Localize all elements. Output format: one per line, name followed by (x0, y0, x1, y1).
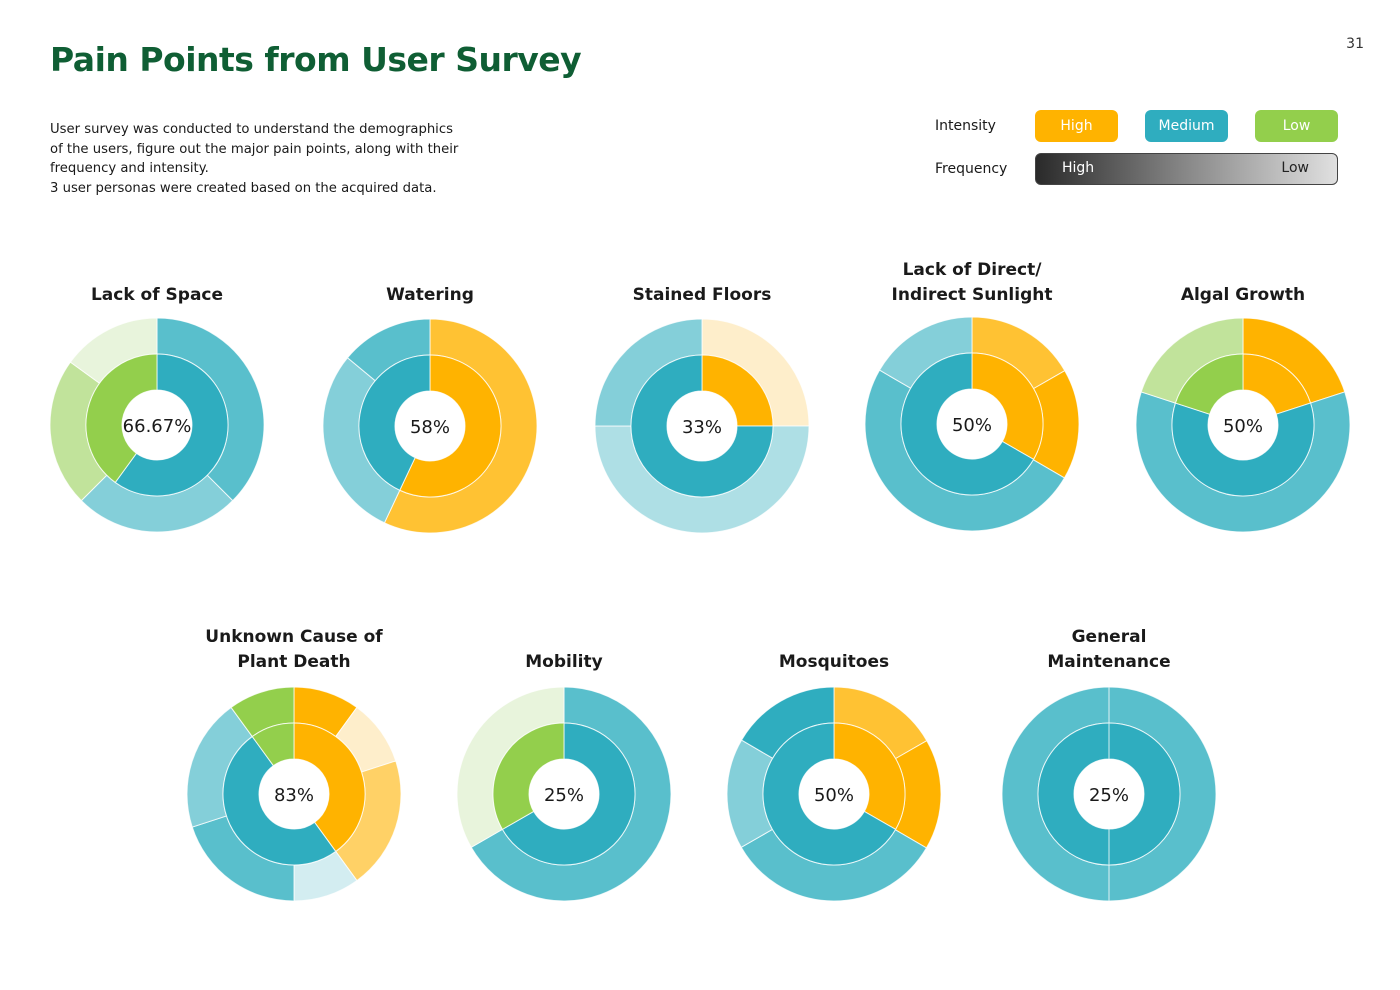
center-percent-label: 33% (682, 417, 722, 438)
donut-svg: 50% (1135, 317, 1351, 533)
donut-hole (667, 391, 737, 461)
intro-line: of the users, figure out the major pain … (50, 141, 459, 157)
chart-title: Watering (305, 283, 555, 308)
chart-title: Stained Floors (577, 283, 827, 308)
donut-hole (1208, 390, 1278, 460)
frequency-low-label: Low (1281, 160, 1309, 176)
chart-title-line: Plant Death (237, 652, 351, 672)
intro-line: 3 user personas were created based on th… (50, 180, 437, 196)
intro-text: User survey was conducted to understand … (50, 120, 470, 198)
donut-svg: 50% (864, 316, 1080, 532)
center-percent-label: 83% (274, 785, 314, 806)
center-percent-label: 66.67% (123, 416, 192, 437)
center-percent-label: 58% (410, 417, 450, 438)
chart-title: Mobility (439, 650, 689, 675)
chart-title: Algal Growth (1118, 283, 1368, 308)
chart-title-line: Algal Growth (1180, 285, 1306, 305)
donut-hole (529, 759, 599, 829)
donut-hole (259, 759, 329, 829)
chart-title-line: Maintenance (1047, 652, 1171, 672)
chart-title-line: Indirect Sunlight (891, 285, 1053, 305)
chart-title: Unknown Cause of Plant Death (169, 625, 419, 675)
donut-hole (122, 390, 192, 460)
frequency-legend-row: Frequency High Low (935, 153, 1340, 187)
frequency-label: Frequency (935, 161, 1008, 177)
center-percent-label: 50% (1223, 416, 1263, 437)
intensity-label: Intensity (935, 118, 996, 134)
donut-svg: 25% (1001, 686, 1217, 902)
intro-line: User survey was conducted to understand … (50, 122, 453, 137)
chart-title-line: Lack of Direct/ (902, 260, 1042, 280)
chart-title-line: Stained Floors (632, 285, 772, 305)
page-number: 31 (1346, 36, 1364, 52)
donut-svg: 58% (322, 318, 538, 534)
intensity-medium-chip: Medium (1145, 110, 1228, 142)
donut-svg: 33% (594, 318, 810, 534)
donut-svg: 83% (186, 686, 402, 902)
donut-svg: 50% (726, 686, 942, 902)
frequency-high-label: High (1062, 160, 1095, 176)
chart-title-line: Mosquitoes (778, 652, 890, 672)
chart-title: General Maintenance (984, 625, 1234, 675)
intensity-legend-row: Intensity High Medium Low (935, 110, 1340, 144)
chart-title-line: Unknown Cause of (205, 627, 383, 647)
center-percent-label: 25% (544, 785, 584, 806)
donut-hole (395, 391, 465, 461)
donut-hole (1074, 759, 1144, 829)
chart-title-line: Watering (386, 285, 474, 305)
donut-hole (799, 759, 869, 829)
frequency-gradient-bar: High Low (1035, 153, 1338, 185)
donut-svg: 25% (456, 686, 672, 902)
page-title: Pain Points from User Survey (50, 40, 582, 79)
center-percent-label: 50% (952, 415, 992, 436)
chart-title-line: Mobility (525, 652, 603, 672)
donut-svg: 66.67% (49, 317, 265, 533)
chart-title: Lack of Space (32, 283, 282, 308)
chart-title: Mosquitoes (709, 650, 959, 675)
center-percent-label: 50% (814, 785, 854, 806)
legend: Intensity High Medium Low Frequency High… (935, 110, 1340, 196)
chart-title-line: General (1071, 627, 1147, 647)
intensity-low-chip: Low (1255, 110, 1338, 142)
donut-hole (937, 389, 1007, 459)
intensity-high-chip: High (1035, 110, 1118, 142)
center-percent-label: 25% (1089, 785, 1129, 806)
chart-title-line: Lack of Space (90, 285, 224, 305)
intro-line: frequency and intensity. (50, 161, 209, 177)
chart-title: Lack of Direct/Indirect Sunlight (847, 258, 1097, 308)
